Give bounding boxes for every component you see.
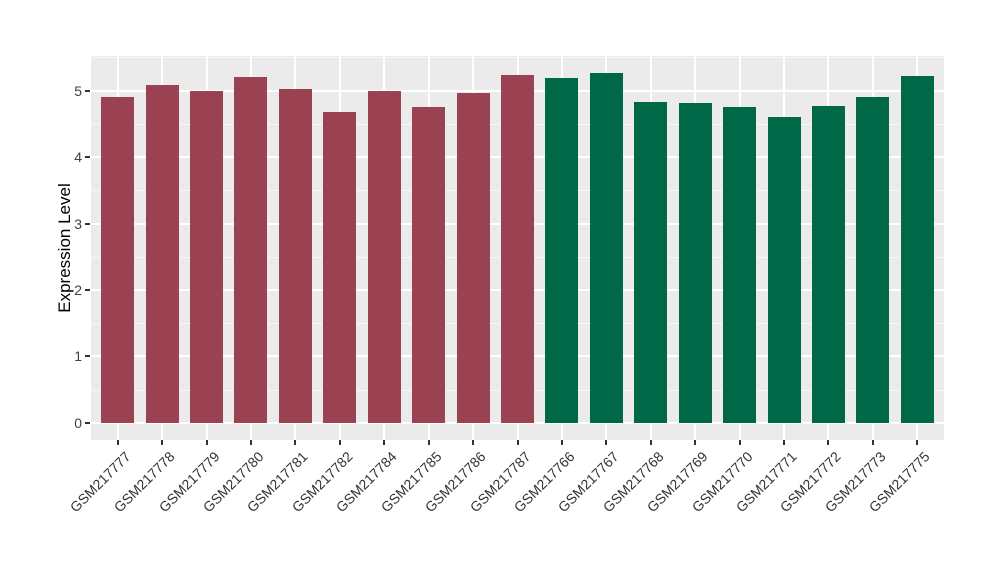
bar-GSM217778 (145, 85, 179, 423)
y-tick-label: 1 (74, 348, 82, 365)
x-tick-mark (338, 440, 341, 445)
bar-GSM217768 (634, 101, 668, 423)
y-tick-mark (85, 222, 90, 225)
y-tick-mark (85, 89, 90, 92)
x-tick-mark (383, 440, 386, 445)
x-tick-mark (916, 440, 919, 445)
x-tick-mark (783, 440, 786, 445)
bar-GSM217772 (811, 105, 845, 423)
x-tick-mark (738, 440, 741, 445)
x-tick-mark (116, 440, 119, 445)
x-tick-mark (605, 440, 608, 445)
y-tick-mark (85, 421, 90, 424)
x-tick-mark (249, 440, 252, 445)
y-tick-label: 3 (74, 215, 82, 232)
x-tick-mark (560, 440, 563, 445)
y-tick-label: 0 (74, 414, 82, 431)
bar-GSM217780 (234, 76, 268, 423)
bar-GSM217785 (412, 107, 446, 423)
x-tick-mark (427, 440, 430, 445)
bar-GSM217779 (190, 90, 223, 423)
bar-GSM217777 (101, 96, 135, 423)
bar-GSM217784 (367, 91, 401, 423)
bar-GSM217769 (678, 102, 712, 423)
x-tick-mark (516, 440, 519, 445)
bar-GSM217767 (589, 73, 623, 423)
bar-GSM217782 (323, 111, 357, 423)
x-tick-mark (871, 440, 874, 445)
bar-GSM217770 (723, 106, 757, 423)
x-tick-mark (827, 440, 830, 445)
y-tick-label: 5 (74, 82, 82, 99)
x-tick-mark (694, 440, 697, 445)
x-tick-mark (205, 440, 208, 445)
bar-GSM217766 (545, 78, 579, 423)
bar-GSM217771 (767, 117, 801, 423)
y-tick-label: 4 (74, 149, 82, 166)
bar-GSM217787 (501, 75, 534, 423)
bar-GSM217775 (900, 76, 934, 423)
bar-GSM217773 (856, 97, 890, 423)
bar-GSM217781 (278, 88, 312, 423)
bar-GSM217786 (456, 92, 490, 423)
y-tick-mark (85, 156, 90, 159)
y-tick-mark (85, 355, 90, 358)
x-tick-mark (472, 440, 475, 445)
x-tick-mark (649, 440, 652, 445)
x-tick-mark (161, 440, 164, 445)
x-tick-mark (294, 440, 297, 445)
y-tick-label: 2 (74, 281, 82, 298)
plot-panel (91, 56, 944, 440)
y-tick-mark (85, 288, 90, 291)
